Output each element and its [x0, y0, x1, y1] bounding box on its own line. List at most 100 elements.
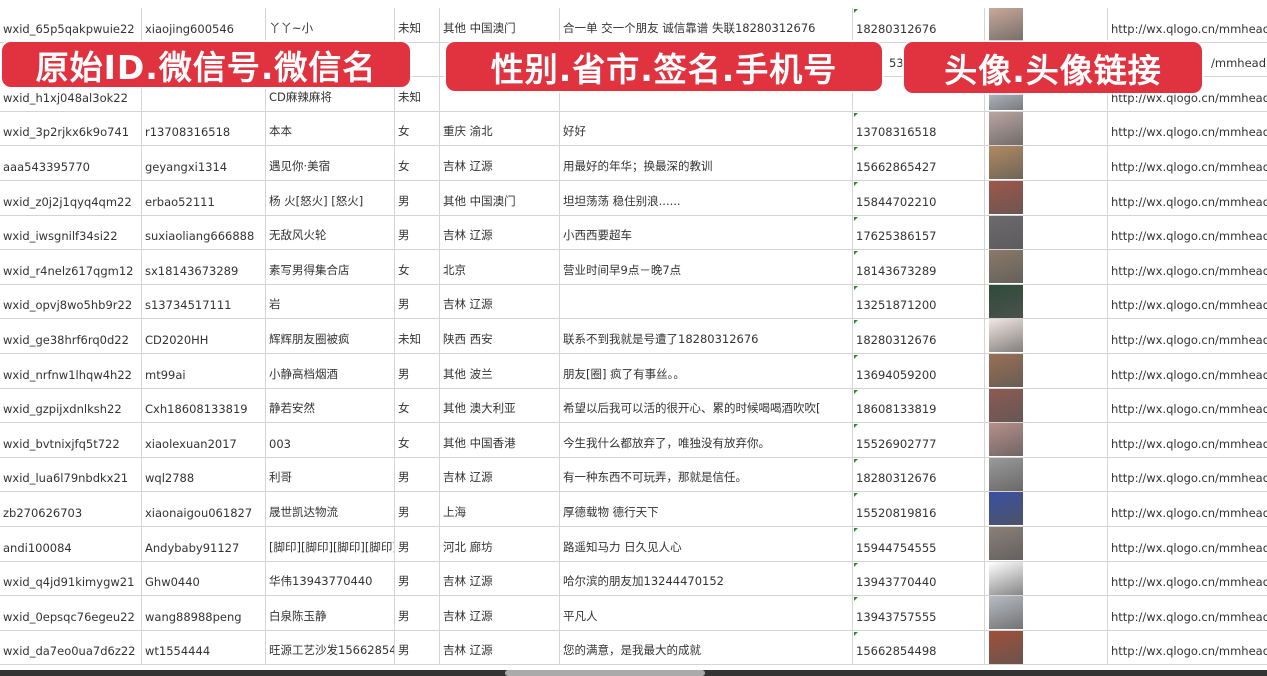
- cell-signature[interactable]: 平凡人: [560, 596, 853, 630]
- cell-avatar[interactable]: [985, 319, 1108, 353]
- cell-avatar-url[interactable]: http://wx.qlogo.cn/mmhead: [1108, 423, 1267, 457]
- cell-phone[interactable]: 13251871200: [853, 284, 985, 319]
- cell-avatar-url[interactable]: http://wx.qlogo.cn/mmhead: [1108, 354, 1267, 388]
- cell-original-id[interactable]: wxid_q4jd91kimygw21: [0, 561, 142, 596]
- cell-wechat-id[interactable]: Ghw0440: [142, 561, 266, 596]
- cell-wechat-id[interactable]: xiaojing600546: [142, 8, 266, 42]
- cell-original-id[interactable]: wxid_3p2rjkx6k9o741: [0, 111, 142, 146]
- cell-avatar-url[interactable]: http://wx.qlogo.cn/mmhead: [1108, 319, 1267, 353]
- cell-wechat-id[interactable]: wang88988peng: [142, 596, 266, 630]
- cell-wechat-name[interactable]: 利哥: [266, 457, 395, 492]
- cell-wechat-name[interactable]: [脚印][脚印][脚印][脚印]: [266, 527, 395, 561]
- cell-avatar[interactable]: [985, 596, 1108, 630]
- cell-phone[interactable]: 18608133819: [853, 388, 985, 423]
- cell-original-id[interactable]: wxid_h1xj048al3ok22: [0, 77, 142, 111]
- cell-gender[interactable]: 女: [395, 146, 440, 180]
- cell-avatar[interactable]: [985, 561, 1108, 596]
- cell-gender[interactable]: 男: [395, 181, 440, 215]
- cell-gender[interactable]: 男: [395, 492, 440, 526]
- cell-wechat-name[interactable]: 白泉陈玉静: [266, 596, 395, 630]
- cell-avatar[interactable]: [985, 630, 1108, 665]
- cell-avatar-url[interactable]: http://wx.qlogo.cn/mmhead: [1108, 285, 1267, 319]
- cell-gender[interactable]: 未知: [395, 319, 440, 353]
- cell-avatar-url[interactable]: http://wx.qlogo.cn/mmhead: [1108, 181, 1267, 215]
- cell-region[interactable]: 河北 廊坊: [440, 527, 560, 561]
- cell-original-id[interactable]: wxid_ge38hrf6rq0d22: [0, 319, 142, 353]
- cell-phone[interactable]: 13694059200: [853, 354, 985, 388]
- cell-region[interactable]: 吉林 辽源: [440, 457, 560, 492]
- cell-signature[interactable]: 营业时间早9点－晚7点: [560, 250, 853, 284]
- cell-avatar-url[interactable]: http://wx.qlogo.cn/mmhead: [1108, 631, 1267, 665]
- cell-wechat-name[interactable]: 旺源工艺沙发15662854: [266, 630, 395, 665]
- cell-wechat-name[interactable]: 辉辉朋友圈被疯: [266, 319, 395, 353]
- cell-region[interactable]: 吉林 辽源: [440, 146, 560, 180]
- cell-avatar-url[interactable]: http://wx.qlogo.cn/mmhead: [1108, 596, 1267, 630]
- cell-signature[interactable]: 朋友[圈] 疯了有事丝。。: [560, 354, 853, 388]
- cell-phone[interactable]: 15520819816: [853, 492, 985, 526]
- cell-avatar[interactable]: [985, 492, 1108, 526]
- cell-avatar[interactable]: [985, 284, 1108, 319]
- cell-phone[interactable]: 18143673289: [853, 250, 985, 284]
- cell-wechat-name[interactable]: 素写男得集合店: [266, 250, 395, 284]
- cell-signature[interactable]: 路遥知马力 日久见人心: [560, 527, 853, 561]
- cell-region[interactable]: 其他 中国香港: [440, 423, 560, 457]
- cell-avatar-url[interactable]: http://wx.qlogo.cn/mmhead: [1108, 458, 1267, 492]
- cell-signature[interactable]: 今生我什么都放弃了，唯独没有放弃你。: [560, 423, 853, 457]
- cell-gender[interactable]: [395, 42, 440, 77]
- cell-phone[interactable]: 15662865427: [853, 146, 985, 180]
- cell-wechat-id[interactable]: CD2020HH: [142, 319, 266, 353]
- cell-wechat-name[interactable]: 丫丫~小: [266, 8, 395, 42]
- cell-gender[interactable]: 男: [395, 215, 440, 250]
- cell-wechat-id[interactable]: r13708316518: [142, 111, 266, 146]
- cell-original-id[interactable]: wxid_65p5qakpwuie22: [0, 8, 142, 42]
- cell-region[interactable]: 吉林 辽源: [440, 630, 560, 665]
- cell-gender[interactable]: 男: [395, 630, 440, 665]
- cell-wechat-id[interactable]: [142, 77, 266, 111]
- cell-wechat-name[interactable]: 遇见你·美宿: [266, 146, 395, 180]
- cell-signature[interactable]: 您的满意，是我最大的成就: [560, 630, 853, 665]
- cell-original-id[interactable]: wxid_da7eo0ua7d6z22: [0, 630, 142, 665]
- cell-gender[interactable]: 男: [395, 354, 440, 388]
- cell-avatar[interactable]: [985, 457, 1108, 492]
- cell-wechat-name[interactable]: 003: [266, 423, 395, 457]
- cell-original-id[interactable]: wxid_iwsgnilf34si22: [0, 215, 142, 250]
- cell-wechat-id[interactable]: xiaolexuan2017: [142, 423, 266, 457]
- cell-original-id[interactable]: wxid_opvj8wo5hb9r22: [0, 284, 142, 319]
- cell-avatar-url[interactable]: /mmhead: [1108, 43, 1267, 77]
- cell-wechat-name[interactable]: 本本: [266, 111, 395, 146]
- cell-phone[interactable]: 13943770440: [853, 561, 985, 596]
- cell-avatar[interactable]: [985, 215, 1108, 250]
- cell-original-id[interactable]: wxid_0epsqc76egeu22: [0, 596, 142, 630]
- cell-wechat-name[interactable]: 杨 火[怒火] [怒火]: [266, 181, 395, 215]
- cell-avatar[interactable]: [985, 111, 1108, 146]
- cell-wechat-name[interactable]: 静若安然: [266, 388, 395, 423]
- cell-signature[interactable]: 希望以后我可以活的很开心、累的时候喝喝酒吹吹[: [560, 388, 853, 423]
- cell-wechat-id[interactable]: wt1554444: [142, 630, 266, 665]
- cell-avatar[interactable]: [985, 181, 1108, 215]
- cell-original-id[interactable]: zb270626703: [0, 492, 142, 526]
- cell-avatar[interactable]: [985, 423, 1108, 457]
- cell-region[interactable]: 陕西 西安: [440, 319, 560, 353]
- cell-wechat-id[interactable]: sx18143673289: [142, 250, 266, 284]
- cell-signature[interactable]: 好好: [560, 111, 853, 146]
- cell-signature[interactable]: [560, 77, 853, 111]
- cell-region[interactable]: [440, 77, 560, 111]
- cell-gender[interactable]: 女: [395, 423, 440, 457]
- cell-phone[interactable]: 18280312676: [853, 319, 985, 353]
- cell-gender[interactable]: 男: [395, 596, 440, 630]
- cell-region[interactable]: 吉林 辽源: [440, 561, 560, 596]
- cell-region[interactable]: 其他 中国澳门: [440, 181, 560, 215]
- cell-gender[interactable]: 未知: [395, 77, 440, 111]
- cell-phone[interactable]: 15944754555: [853, 527, 985, 561]
- cell-avatar[interactable]: [985, 146, 1108, 180]
- cell-region[interactable]: 上海: [440, 492, 560, 526]
- cell-region[interactable]: 重庆 渝北: [440, 111, 560, 146]
- cell-gender[interactable]: 男: [395, 284, 440, 319]
- cell-wechat-name[interactable]: CD麻辣麻将: [266, 77, 395, 111]
- cell-region[interactable]: 其他 波兰: [440, 354, 560, 388]
- cell-original-id[interactable]: aaa543395770: [0, 146, 142, 180]
- cell-wechat-id[interactable]: s13734517111: [142, 284, 266, 319]
- cell-phone[interactable]: 15844702210: [853, 181, 985, 215]
- horizontal-scrollbar[interactable]: [505, 670, 705, 676]
- cell-original-id[interactable]: wxid_nrfnw1lhqw4h22: [0, 354, 142, 388]
